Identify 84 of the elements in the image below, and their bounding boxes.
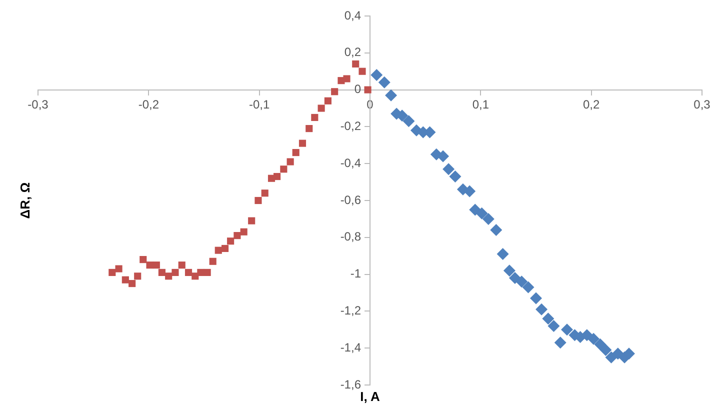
point: [178, 262, 186, 269]
point: [449, 170, 462, 183]
point: [548, 320, 560, 332]
point: [165, 272, 172, 280]
point: [508, 272, 521, 284]
y-tick-label: -1,2: [340, 304, 362, 318]
point: [306, 125, 313, 132]
y-tick-label: -1,4: [340, 340, 362, 354]
point: [530, 292, 542, 304]
y-tick-label: -0,4: [340, 156, 362, 170]
point: [214, 246, 222, 254]
point: [128, 280, 136, 288]
point: [352, 60, 360, 68]
point: [542, 312, 554, 325]
point: [536, 303, 548, 316]
point: [209, 258, 216, 265]
point: [560, 324, 573, 336]
point: [605, 351, 618, 364]
point: [482, 212, 494, 225]
point: [600, 344, 612, 356]
point: [248, 217, 256, 224]
point: [158, 268, 166, 276]
point: [108, 268, 116, 276]
point: [172, 268, 179, 276]
point: [437, 150, 450, 162]
point: [261, 190, 268, 197]
y-tick-label: -1: [350, 266, 362, 281]
point: [503, 264, 516, 277]
point: [331, 88, 338, 96]
point: [254, 196, 262, 204]
point: [115, 265, 122, 272]
x-axis-title: I, A: [360, 389, 380, 404]
x-tick-label: 0,1: [472, 97, 490, 112]
point: [240, 228, 248, 236]
x-tick-label: -0,1: [248, 97, 270, 112]
point: [343, 75, 350, 82]
point: [554, 336, 566, 349]
point: [402, 115, 415, 128]
point: [274, 172, 281, 180]
x-tick-label: 0,2: [582, 97, 600, 112]
point: [134, 272, 142, 280]
x-tick-label: -0,3: [28, 97, 49, 112]
point: [442, 163, 455, 176]
y-axis-title: ΔR, Ω: [18, 182, 33, 219]
point: [292, 148, 300, 156]
point: [464, 185, 476, 198]
point: [522, 281, 534, 294]
point: [516, 276, 528, 288]
x-tick-label: -0,2: [138, 97, 160, 112]
point: [140, 256, 147, 264]
point: [146, 262, 154, 269]
point: [122, 276, 129, 284]
y-tick-label: -0,2: [340, 119, 362, 134]
point: [490, 224, 502, 236]
point: [496, 248, 509, 260]
point: [364, 86, 372, 94]
x-tick-label: 0,3: [694, 97, 711, 112]
point: [476, 207, 488, 220]
point: [311, 114, 318, 122]
y-tick-label: 0,4: [344, 8, 362, 22]
point: [318, 104, 325, 112]
point: [234, 232, 241, 240]
point: [378, 76, 390, 88]
y-tick-label: 0: [354, 82, 362, 96]
point: [197, 268, 204, 276]
y-tick-label: -0,6: [340, 192, 362, 207]
point: [204, 268, 211, 276]
point: [221, 244, 229, 252]
point: [286, 158, 294, 166]
y-tick-label: -1,6: [340, 377, 362, 392]
y-tick-label: -0,8: [340, 230, 362, 244]
point: [594, 338, 606, 350]
y-tick-label: 0,2: [344, 45, 362, 60]
point: [588, 332, 600, 345]
point: [469, 204, 482, 216]
point: [370, 69, 383, 82]
point: [324, 97, 332, 104]
point: [184, 268, 192, 276]
point: [385, 89, 398, 102]
point: [280, 166, 288, 173]
point: [358, 68, 366, 75]
point: [152, 262, 160, 269]
point: [227, 238, 234, 245]
point: [298, 140, 306, 147]
